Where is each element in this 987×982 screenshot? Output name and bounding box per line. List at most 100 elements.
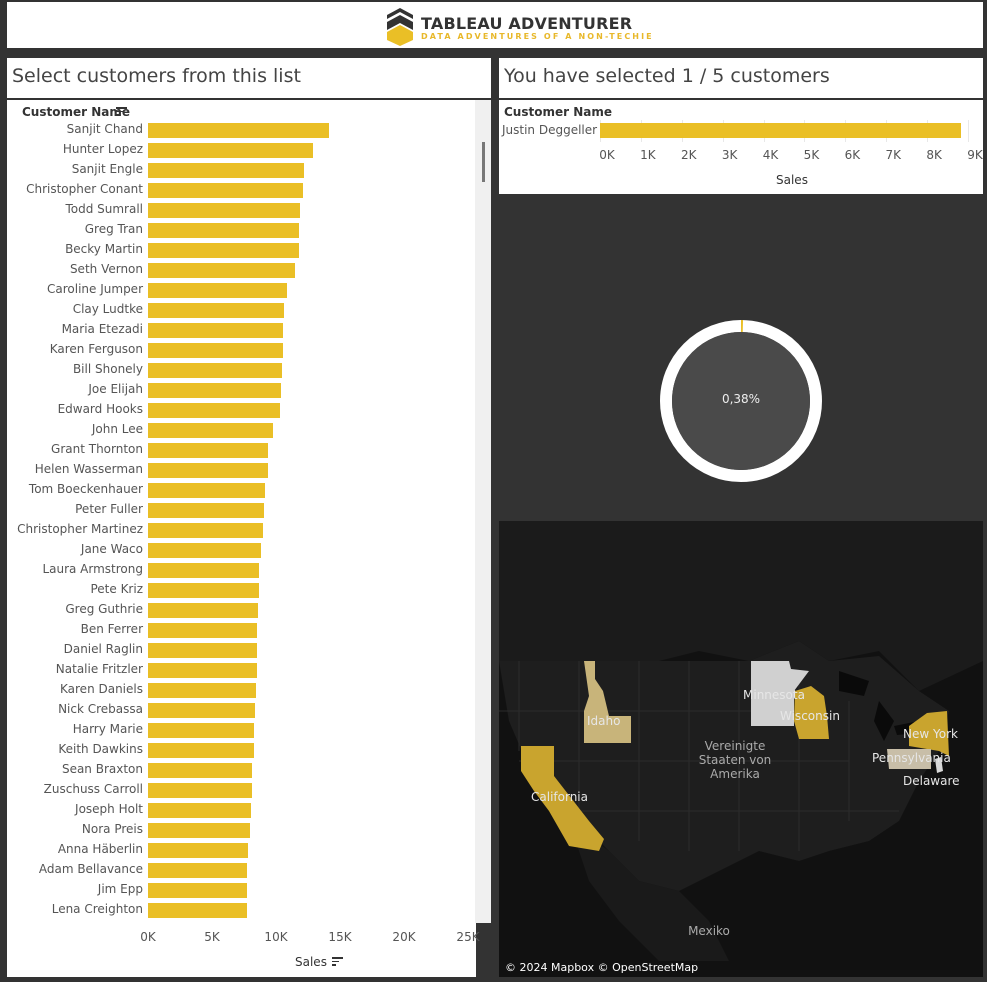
state-pennsylvania[interactable]	[887, 749, 931, 769]
customer-label[interactable]: Karen Daniels	[60, 682, 143, 696]
customer-sales-bar[interactable]	[148, 803, 251, 818]
customer-sales-bar[interactable]	[148, 523, 263, 538]
customer-label[interactable]: Harry Marie	[72, 722, 143, 736]
customer-label[interactable]: Ben Ferrer	[80, 622, 143, 636]
customer-label[interactable]: Tom Boeckenhauer	[28, 482, 143, 496]
customer-name-header[interactable]: Customer Name	[22, 105, 130, 119]
customer-sales-bar[interactable]	[148, 643, 257, 658]
customer-label[interactable]: Edward Hooks	[57, 402, 143, 416]
customer-sales-bar[interactable]	[148, 623, 257, 638]
customer-sales-bar[interactable]	[148, 463, 268, 478]
customer-sales-bar[interactable]	[148, 903, 247, 918]
customer-sales-bar[interactable]	[148, 783, 252, 798]
customer-label[interactable]: Seth Vernon	[69, 262, 143, 276]
customer-sales-bar[interactable]	[148, 603, 258, 618]
customer-label[interactable]: Grant Thornton	[51, 442, 143, 456]
customer-sales-bar[interactable]	[148, 763, 252, 778]
customer-sales-bar[interactable]	[148, 503, 264, 518]
state-idaho[interactable]	[584, 661, 631, 743]
customer-sales-bar[interactable]	[148, 303, 284, 318]
customer-label[interactable]: Peter Fuller	[75, 502, 143, 516]
list-scrollbar[interactable]	[475, 100, 491, 923]
customer-sales-bar[interactable]	[148, 443, 268, 458]
customer-sales-bar-chart[interactable]: Customer Name Sanjit Chand Hunter Lopez Sa…	[7, 100, 480, 977]
sort-descending-icon[interactable]	[116, 107, 127, 117]
customer-sales-bar[interactable]	[148, 223, 299, 238]
customer-label[interactable]: Todd Sumrall	[65, 202, 143, 216]
customer-sales-bar[interactable]	[148, 543, 261, 558]
state-new-york[interactable]	[909, 711, 949, 756]
customer-label[interactable]: Greg Tran	[84, 222, 143, 236]
selected-customer-chart[interactable]: Customer Name Justin Deggeller 0K 1K 2K 3K 4…	[499, 100, 983, 194]
customer-label[interactable]: Bill Shonely	[72, 362, 143, 376]
customer-sales-bar[interactable]	[148, 843, 248, 858]
customer-label[interactable]: Jane Waco	[80, 542, 143, 556]
customer-sales-bar[interactable]	[148, 343, 283, 358]
customer-sales-bar[interactable]	[148, 363, 282, 378]
customer-sales-bar[interactable]	[148, 883, 247, 898]
customer-label[interactable]: Joe Elijah	[88, 382, 143, 396]
customer-sales-bar[interactable]	[148, 323, 283, 338]
customer-label[interactable]: Hunter Lopez	[62, 142, 143, 156]
customer-label[interactable]: Pete Kriz	[90, 582, 143, 596]
customer-sales-bar[interactable]	[148, 263, 295, 278]
customer-label[interactable]: Joseph Holt	[75, 802, 143, 816]
customer-sales-bar[interactable]	[148, 203, 300, 218]
state-delaware[interactable]	[935, 757, 943, 773]
list-scrollbar-thumb[interactable]	[482, 142, 485, 182]
customer-sales-bar[interactable]	[148, 183, 303, 198]
customer-label[interactable]: Jim Epp	[97, 882, 143, 896]
customer-sales-bar[interactable]	[148, 123, 329, 138]
customer-label[interactable]: Adam Bellavance	[38, 862, 143, 876]
customer-label[interactable]: Sanjit Engle	[71, 162, 143, 176]
customer-label[interactable]: Nora Preis	[81, 822, 143, 836]
state-wisconsin[interactable]	[794, 686, 829, 739]
customer-label[interactable]: Becky Martin	[65, 242, 143, 256]
customer-sales-bar[interactable]	[148, 383, 281, 398]
customer-sales-bar[interactable]	[148, 143, 313, 158]
customer-label[interactable]: Sanjit Chand	[66, 122, 143, 136]
customer-sales-bar[interactable]	[148, 483, 265, 498]
customer-sales-bar[interactable]	[148, 863, 247, 878]
customer-sales-bar[interactable]	[148, 283, 287, 298]
customer-label[interactable]: Greg Guthrie	[65, 602, 143, 616]
state-california[interactable]	[521, 746, 604, 851]
customer-label[interactable]: Karen Ferguson	[49, 342, 143, 356]
selected-customer-bar[interactable]	[600, 123, 961, 138]
customer-sales-bar[interactable]	[148, 563, 259, 578]
customer-sales-bar[interactable]	[148, 423, 273, 438]
map-canvas[interactable]	[499, 521, 983, 977]
customer-sales-bar[interactable]	[148, 683, 256, 698]
customer-sales-bar[interactable]	[148, 583, 259, 598]
states-map[interactable]: Idaho California Minnesota Wisconsin New…	[499, 521, 983, 977]
customer-label[interactable]: Nick Crebassa	[58, 702, 143, 716]
customer-label[interactable]: Keith Dawkins	[58, 742, 143, 756]
customer-sales-bar[interactable]	[148, 243, 299, 258]
customer-label[interactable]: Christopher Conant	[26, 182, 143, 196]
customer-label[interactable]: Anna Häberlin	[57, 842, 143, 856]
customer-sales-bar[interactable]	[148, 163, 304, 178]
customer-sales-bar[interactable]	[148, 663, 257, 678]
customer-sales-bar[interactable]	[148, 823, 250, 838]
state-minnesota[interactable]	[751, 661, 809, 726]
bars-area[interactable]	[148, 100, 468, 920]
selection-share-donut[interactable]: 0,38%	[660, 320, 822, 482]
customer-label[interactable]: John Lee	[91, 422, 143, 436]
customer-sales-bar[interactable]	[148, 723, 254, 738]
selected-bars-area[interactable]	[600, 100, 968, 160]
customer-label[interactable]: Daniel Raglin	[63, 642, 143, 656]
customer-label[interactable]: Caroline Jumper	[47, 282, 143, 296]
customer-label[interactable]: Natalie Fritzler	[55, 662, 143, 676]
customer-label[interactable]: Zuschuss Carroll	[43, 782, 143, 796]
sales-sort-icon[interactable]	[332, 957, 343, 967]
customer-sales-bar[interactable]	[148, 703, 255, 718]
customer-label[interactable]: Laura Armstrong	[42, 562, 143, 576]
customer-label[interactable]: Helen Wasserman	[34, 462, 143, 476]
customer-label[interactable]: Christopher Martinez	[17, 522, 143, 536]
customer-label[interactable]: Sean Braxton	[61, 762, 143, 776]
customer-sales-bar[interactable]	[148, 743, 254, 758]
customer-sales-bar[interactable]	[148, 403, 280, 418]
customer-label[interactable]: Clay Ludtke	[72, 302, 143, 316]
selected-customer-label[interactable]: Justin Deggeller	[502, 123, 598, 137]
customer-label[interactable]: Lena Creighton	[51, 902, 143, 916]
